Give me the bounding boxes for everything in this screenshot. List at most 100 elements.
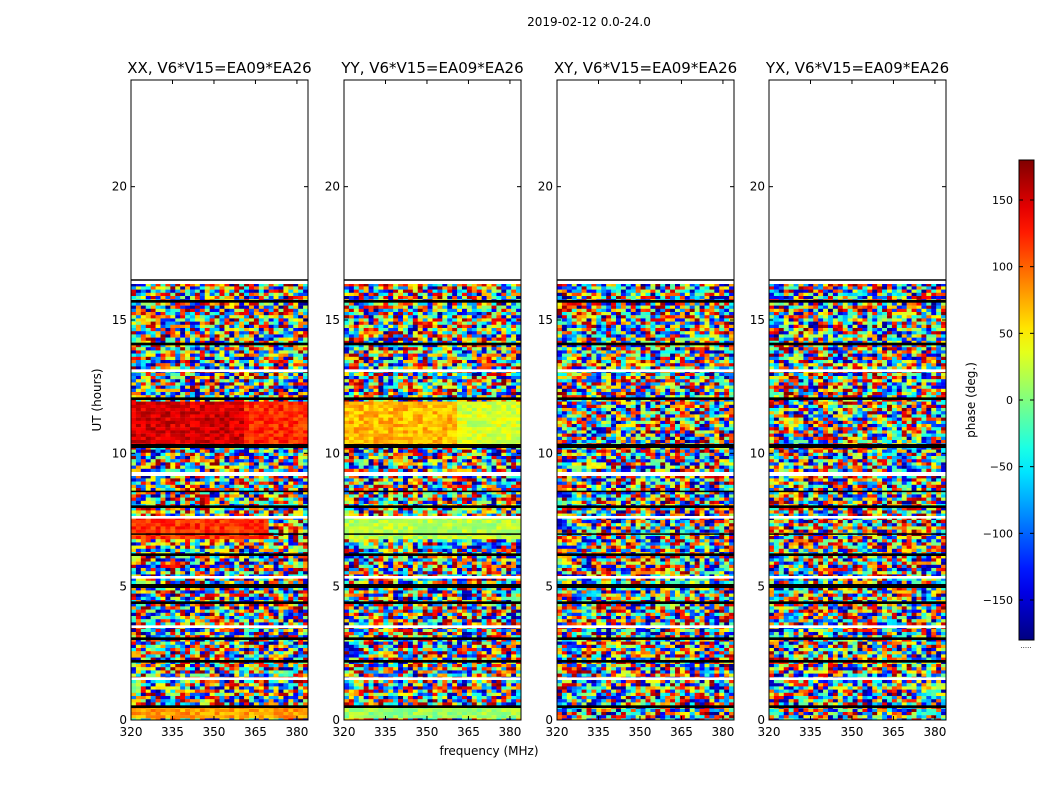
heatmap-cell <box>199 366 206 370</box>
heatmap-cell <box>288 353 294 357</box>
heatmap-cell <box>185 638 191 642</box>
heatmap-cell <box>303 408 308 412</box>
heatmap-cell <box>219 494 225 498</box>
heatmap-cell <box>263 462 269 466</box>
heatmap-cell <box>219 292 225 297</box>
heatmap-cell <box>293 321 299 325</box>
heatmap-cell <box>244 404 250 409</box>
heatmap-cell <box>185 331 191 335</box>
heatmap-cell <box>170 667 176 671</box>
heatmap-cell <box>239 667 245 671</box>
heatmap-cell <box>234 401 240 405</box>
heatmap-cell <box>234 488 240 492</box>
heatmap-cell <box>278 481 284 485</box>
heatmap-cell <box>190 555 196 559</box>
heatmap-cell <box>298 596 304 601</box>
heatmap-cell <box>140 500 147 505</box>
heatmap-cell <box>204 526 210 530</box>
heatmap-cell <box>150 344 156 348</box>
heatmap-cell <box>180 356 186 361</box>
heatmap-cell <box>199 526 206 530</box>
heatmap-cell <box>288 590 294 594</box>
heatmap-cell <box>214 507 220 511</box>
heatmap-cell <box>263 651 269 655</box>
heatmap-cell <box>288 465 294 469</box>
heatmap-cell <box>239 590 245 594</box>
heatmap-cell <box>194 683 201 687</box>
heatmap-cell <box>229 571 235 575</box>
heatmap-cell <box>170 347 176 351</box>
heatmap-cell <box>253 376 260 380</box>
heatmap-cell <box>145 356 151 361</box>
heatmap-cell <box>180 497 186 501</box>
heatmap-cell <box>249 513 255 517</box>
heatmap-cell <box>249 328 255 332</box>
heatmap-cell <box>165 494 171 498</box>
heatmap-cell <box>234 420 240 425</box>
heatmap-cell <box>170 577 176 581</box>
heatmap-cell <box>131 542 137 546</box>
flag-gap-row <box>131 300 308 303</box>
heatmap-cell <box>253 609 260 613</box>
heatmap-cell <box>278 385 284 389</box>
heatmap-cell <box>185 449 191 453</box>
heatmap-cell <box>293 302 299 306</box>
heatmap-cell <box>194 593 201 597</box>
heatmap-cell <box>283 481 289 485</box>
heatmap-cell <box>194 459 201 463</box>
heatmap-cell <box>273 363 279 367</box>
heatmap-cell <box>160 648 166 652</box>
heatmap-cell <box>288 523 294 527</box>
heatmap-cell <box>219 484 225 489</box>
heatmap-cell <box>239 283 245 287</box>
heatmap-cell <box>190 545 196 549</box>
heatmap-cell <box>219 596 225 601</box>
heatmap-cell <box>140 692 147 697</box>
heatmap-cell <box>224 366 230 370</box>
heatmap-cell <box>135 488 142 492</box>
heatmap-cell <box>160 548 166 553</box>
heatmap-cell <box>209 635 215 639</box>
heatmap-cell <box>175 596 181 601</box>
heatmap-cell <box>160 484 166 489</box>
heatmap-cell <box>170 510 176 514</box>
heatmap-cell <box>253 539 260 543</box>
heatmap-cell <box>204 692 210 697</box>
heatmap-cell <box>288 555 294 559</box>
heatmap-cell <box>249 628 255 633</box>
heatmap-cell <box>249 324 255 329</box>
heatmap-cell <box>303 328 308 332</box>
heatmap-cell <box>145 468 151 473</box>
heatmap-cell <box>249 696 255 700</box>
heatmap-cell <box>140 289 147 293</box>
heatmap-cell <box>150 702 156 706</box>
heatmap-cell <box>263 632 269 636</box>
heatmap-cell <box>258 427 265 431</box>
heatmap-cell <box>185 318 191 322</box>
heatmap-cell <box>283 465 289 469</box>
heatmap-cell <box>165 670 171 674</box>
heatmap-cell <box>249 363 255 367</box>
heatmap-cell <box>175 686 181 690</box>
heatmap-cell <box>185 526 191 530</box>
heatmap-cell <box>219 430 225 434</box>
heatmap-cell <box>140 699 147 703</box>
heatmap-cell <box>140 382 147 386</box>
heatmap-cell <box>283 526 289 530</box>
heatmap-cell <box>145 612 151 617</box>
heatmap-cell <box>194 321 201 325</box>
heatmap-cell <box>249 673 255 677</box>
heatmap-cell <box>185 305 191 309</box>
heatmap-cell <box>263 398 269 402</box>
heatmap-cell <box>278 542 284 546</box>
heatmap-cell <box>204 360 210 364</box>
heatmap-cell <box>145 568 151 572</box>
heatmap-cell <box>145 664 151 668</box>
heatmap-cell <box>293 414 299 418</box>
heatmap-cell <box>175 587 181 591</box>
heatmap-cell <box>194 702 201 706</box>
heatmap-cell <box>209 356 215 361</box>
heatmap-cell <box>303 654 308 658</box>
heatmap-cell <box>244 321 250 325</box>
heatmap-cell <box>145 702 151 706</box>
